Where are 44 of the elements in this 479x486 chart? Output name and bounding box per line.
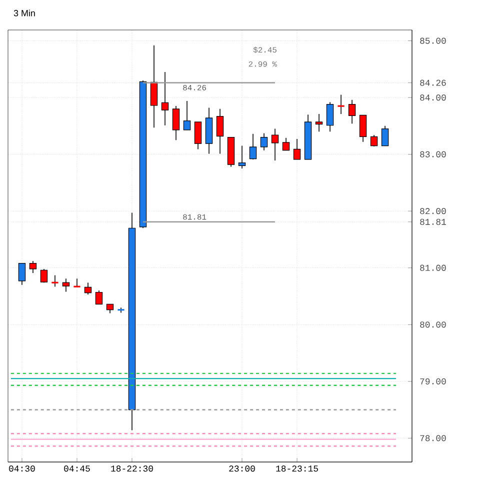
x-tick-label: 04:30 <box>9 466 35 472</box>
candlestick <box>95 290 103 305</box>
candlestick <box>348 99 356 124</box>
y-tick-label: 79.00 <box>420 378 446 384</box>
candlestick <box>370 134 378 147</box>
candlestick <box>84 282 92 295</box>
candlestick <box>381 126 389 146</box>
x-tick-label: 04:45 <box>64 466 90 472</box>
candlestick <box>50 274 60 287</box>
candlestick <box>282 137 290 151</box>
candlestick <box>260 132 268 151</box>
candlestick <box>18 262 26 286</box>
y-tick-label: 83.00 <box>420 151 446 158</box>
y-tick-label: 85.00 <box>420 38 446 44</box>
x-tick-label: 23:00 <box>229 466 255 472</box>
candlestick <box>161 72 169 126</box>
candlestick <box>150 44 158 128</box>
candlestick <box>238 145 246 169</box>
candlestick <box>183 100 191 130</box>
x-tick-label: 18-22:30 <box>111 466 153 472</box>
candlestick <box>326 102 334 132</box>
chart-title: 3 Min <box>14 10 35 16</box>
candlestick <box>106 304 114 314</box>
candlestick <box>29 260 37 274</box>
candlestick <box>271 128 279 161</box>
candlestick <box>359 114 367 142</box>
candlestick <box>336 94 346 114</box>
y-tick-label: 80.00 <box>420 322 446 328</box>
candlestick <box>72 278 82 288</box>
y-tick-label: 84.26 <box>420 80 446 86</box>
y-tick-label: 81.00 <box>420 264 446 271</box>
y-tick-label: 82.00 <box>420 208 446 214</box>
candlestick <box>249 133 257 160</box>
candlestick <box>62 278 70 292</box>
candlestick <box>315 114 323 132</box>
candlestick <box>216 108 224 154</box>
candlestick <box>40 268 48 284</box>
candlestick <box>293 138 301 160</box>
y-tick-label: 78.00 <box>420 435 446 442</box>
candlestick <box>172 106 180 141</box>
y-tick-label: 84.00 <box>420 94 446 101</box>
x-tick-label: 18-23:15 <box>276 466 318 472</box>
candlestick <box>194 122 202 150</box>
y-tick-label: 81.81 <box>420 218 446 225</box>
